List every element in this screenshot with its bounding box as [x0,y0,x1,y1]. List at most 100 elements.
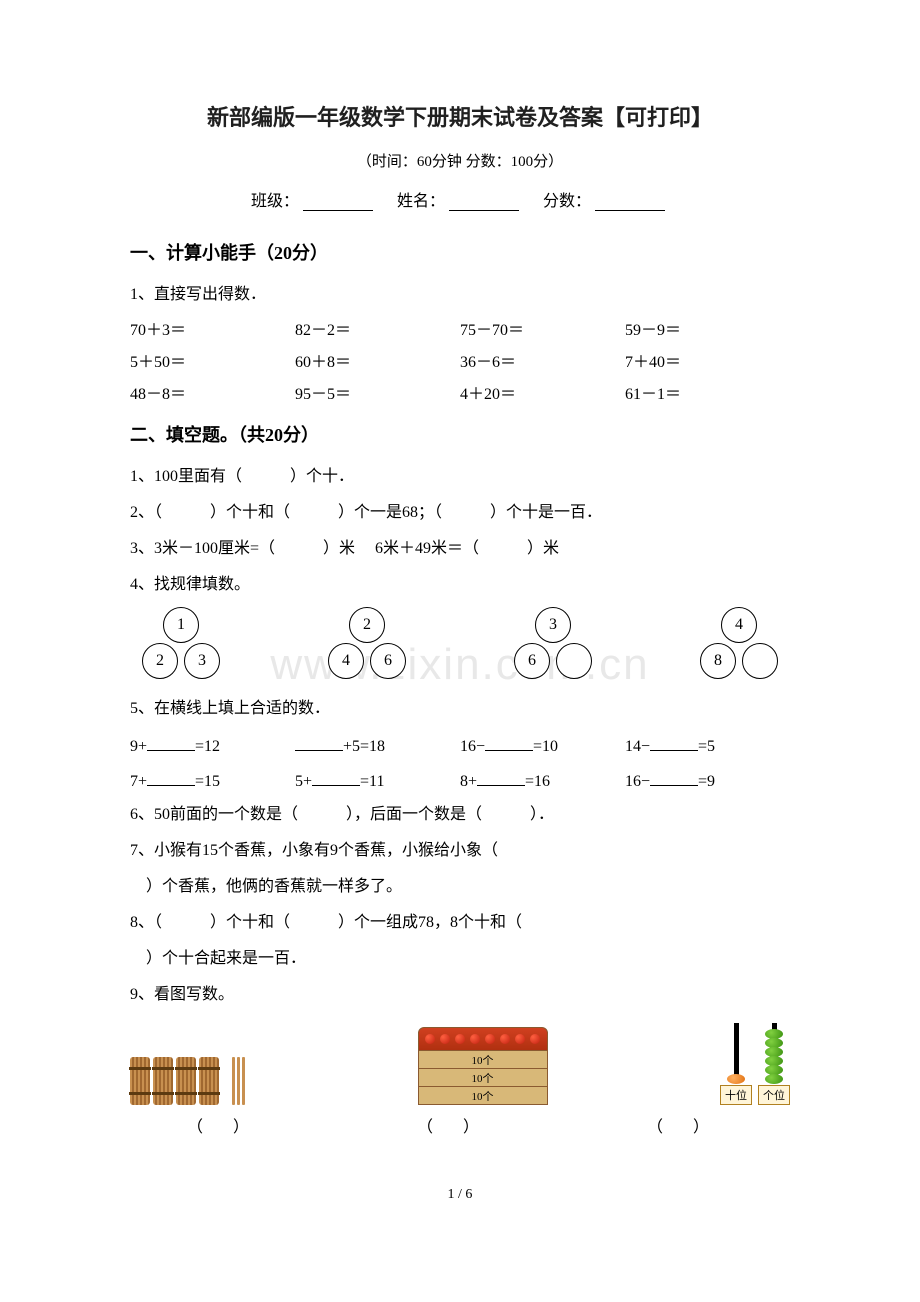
fill-text: =9 [698,773,715,790]
circle-top: 2 [349,607,385,643]
fill-blank[interactable] [312,770,360,786]
circle-br[interactable] [556,643,592,679]
page-title: 新部编版一年级数学下册期末试卷及答案【可打印】 [130,100,790,132]
fill-text: 16− [460,738,485,755]
fill-text: =15 [195,773,220,790]
s2-q3: 3、3米－100厘米=（ ）米 6米＋49米＝（ ）米 [130,533,790,565]
section1-header: 一、计算小能手（20分） [130,239,790,265]
s2-q2: 2、（ ）个十和（ ）个一是68；（ ）个十是一百． [130,497,790,529]
apple-icon [530,1034,540,1044]
calc-cell: 95－5＝ [295,379,460,411]
paren: （ [187,1113,203,1137]
bundle-icon [199,1057,219,1105]
fill-text: +5=18 [343,738,385,755]
circle-top: 4 [721,607,757,643]
abacus-image: 十位 个位 [720,1023,790,1105]
fill-text: =10 [533,738,558,755]
fill-blank[interactable] [147,770,195,786]
stick-icon [242,1057,245,1105]
class-blank[interactable] [303,210,373,211]
circle-br[interactable] [742,643,778,679]
class-label: 班级： [251,193,299,210]
paren: ） [693,1113,709,1137]
s1-q1: 1、直接写出得数． [130,279,790,311]
box-label: 10个 [418,1069,548,1087]
s2-q7b: ）个香蕉，他俩的香蕉就一样多了。 [130,871,790,903]
calc-cell: 82－2＝ [295,315,460,347]
bundle-icon [176,1057,196,1105]
calc-cell: 61－1＝ [625,379,790,411]
tens-label: 十位 [720,1085,752,1105]
subtitle: （时间：60分钟 分数：100分） [130,150,790,171]
apple-icon [470,1034,480,1044]
s2-q1: 1、100里面有（ ）个十． [130,461,790,493]
s2-q8b: ）个十合起来是一百． [130,943,790,975]
calc-cell: 70＋3＝ [130,315,295,347]
circle-top: 1 [163,607,199,643]
apple-icon [500,1034,510,1044]
stick-icon [237,1057,240,1105]
circle-top: 3 [535,607,571,643]
box-label: 10个 [418,1087,548,1105]
bead-icon [727,1074,745,1084]
fill-blank[interactable] [477,770,525,786]
apple-icon [515,1034,525,1044]
paren: ） [463,1113,479,1137]
score-label: 分数： [543,193,591,210]
fill-text: 5+ [295,773,312,790]
fill-text: 14− [625,738,650,755]
circle-bl: 8 [700,643,736,679]
calc-cell: 7＋40＝ [625,347,790,379]
name-blank[interactable] [449,210,519,211]
fill-blank[interactable] [650,735,698,751]
fill-text: 7+ [130,773,147,790]
calc-cell: 48－8＝ [130,379,295,411]
fill-text: =16 [525,773,550,790]
pattern-triple: 2 4 6 [322,607,412,679]
calc-cell: 36－6＝ [460,347,625,379]
calc-cell: 60＋8＝ [295,347,460,379]
score-blank[interactable] [595,210,665,211]
fill-blank[interactable] [650,770,698,786]
s2-q7a: 7、小猴有15个香蕉，小象有9个香蕉，小猴给小象（ [130,835,790,867]
bead-icon [765,1074,783,1084]
s2-q9: 9、看图写数。 [130,979,790,1011]
image-row: 10个 10个 10个 十位 [130,1023,790,1105]
calc-cell: 75－70＝ [460,315,625,347]
fill-blank[interactable] [295,735,343,751]
fill-text: =5 [698,738,715,755]
paren: ） [233,1113,249,1137]
section2-header: 二、填空题。（共20分） [130,421,790,447]
circle-bl: 6 [514,643,550,679]
page-footer: 1 / 6 [130,1187,790,1203]
bundle-icon [153,1057,173,1105]
calc-cell: 59－9＝ [625,315,790,347]
sticks-image [130,1057,245,1105]
fill-blank[interactable] [485,735,533,751]
ones-label: 个位 [758,1085,790,1105]
paren: （ [647,1113,663,1137]
fill-blank[interactable] [147,735,195,751]
apple-icon [440,1034,450,1044]
fill-text: 9+ [130,738,147,755]
name-label: 姓名： [397,193,445,210]
apple-icon [485,1034,495,1044]
s2-q5: 5、在横线上填上合适的数． [130,693,790,725]
calc-cell: 5＋50＝ [130,347,295,379]
circle-br: 6 [370,643,406,679]
s2-q6: 6、50前面的一个数是（ ），后面一个数是（ ）． [130,799,790,831]
fill-row-2: 7+=15 5+=11 8+=16 16−=9 [130,764,790,799]
info-line: 班级： 姓名： 分数： [130,187,790,211]
fill-text: 8+ [460,773,477,790]
apple-icon [425,1034,435,1044]
apple-box-image: 10个 10个 10个 [418,1027,548,1105]
fill-row-1: 9+ =12 +5=18 16− =10 14− =5 [130,729,790,764]
fill-text: =11 [360,773,384,790]
s2-q8a: 8、（ ）个十和（ ）个一组成78，8个十和（ [130,907,790,939]
circle-bl: 4 [328,643,364,679]
fill-text: =12 [195,738,220,755]
stick-icon [232,1057,235,1105]
calc-cell: 4＋20＝ [460,379,625,411]
calc-grid: 70＋3＝ 82－2＝ 75－70＝ 59－9＝ 5＋50＝ 60＋8＝ 36－… [130,315,790,411]
pattern-triple: 3 6 [508,607,598,679]
